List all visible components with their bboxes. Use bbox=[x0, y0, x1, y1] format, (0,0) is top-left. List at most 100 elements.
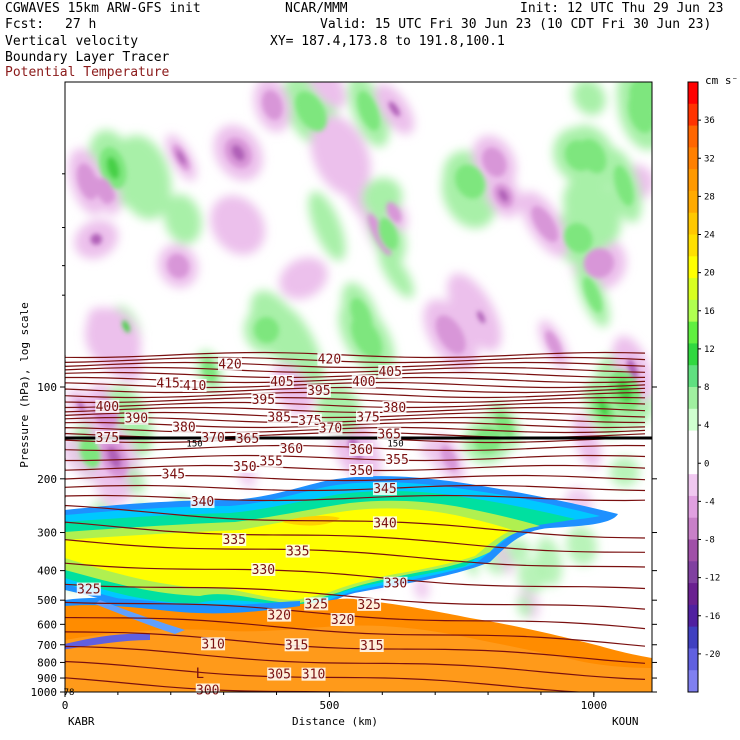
theta-contour bbox=[65, 494, 646, 502]
colorbar-swatch bbox=[688, 343, 698, 366]
theta-contour bbox=[65, 444, 646, 452]
field-potential-temperature: Potential Temperature bbox=[5, 65, 170, 80]
y-tick-label: 200 bbox=[37, 473, 57, 486]
colorbar-swatch bbox=[688, 82, 698, 105]
theta-label-bg bbox=[259, 454, 284, 468]
theta-label: 360 bbox=[349, 443, 372, 458]
theta-label-bg bbox=[251, 392, 276, 406]
theta-label-bg bbox=[306, 384, 331, 398]
colorbar-tick-label: 32 bbox=[704, 154, 715, 164]
y-tick-label: 1000 bbox=[31, 686, 58, 699]
velocity-blob-core bbox=[613, 165, 634, 206]
colorbar-swatch bbox=[688, 365, 698, 388]
theta-label: 355 bbox=[260, 455, 283, 470]
theta-label-bg bbox=[251, 562, 276, 576]
theta-contour bbox=[65, 391, 646, 399]
theta-label: 375 bbox=[96, 431, 119, 446]
valid-time: Valid: 15 UTC Fri 30 Jun 23 (10 CDT Fri … bbox=[320, 17, 712, 32]
theta-label-bg bbox=[297, 413, 322, 427]
theta-label-bg bbox=[377, 427, 402, 441]
theta-contour bbox=[65, 396, 646, 404]
y-tick-label: 800 bbox=[37, 656, 57, 669]
theta-label-bg bbox=[349, 442, 374, 456]
colorbar-swatch bbox=[688, 169, 698, 192]
colorbar-tick-label: -20 bbox=[704, 650, 720, 660]
colorbar-tick-label: 8 bbox=[704, 383, 709, 393]
theta-label: 330 bbox=[384, 577, 407, 592]
colorbar-tick-label: 20 bbox=[704, 269, 715, 279]
colorbar-swatch bbox=[688, 495, 698, 519]
theta-contour bbox=[65, 406, 646, 414]
theta-label: 345 bbox=[373, 482, 396, 497]
contour-annotation: 78 bbox=[64, 688, 75, 698]
velocity-blob-peak bbox=[231, 144, 245, 161]
theta-label-bg bbox=[318, 421, 343, 435]
theta-contour bbox=[65, 454, 646, 462]
theta-label-bg bbox=[171, 420, 196, 434]
theta-label: 375 bbox=[298, 414, 321, 429]
theta-label: 315 bbox=[285, 638, 308, 653]
fcst-value: 27 h bbox=[65, 17, 97, 32]
theta-label-bg bbox=[222, 533, 247, 547]
velocity-blob-core bbox=[474, 427, 502, 453]
velocity-blob-core bbox=[262, 90, 283, 120]
velocity-blob-core bbox=[578, 139, 607, 174]
theta-label-bg bbox=[356, 410, 381, 424]
velocity-blob-core bbox=[167, 254, 190, 279]
colorbar-tick-label: 16 bbox=[704, 307, 715, 317]
theta-label-bg bbox=[267, 667, 292, 681]
theta-label: 380 bbox=[383, 401, 406, 416]
theta-label: 315 bbox=[360, 639, 383, 654]
colorbar-swatch bbox=[688, 256, 698, 279]
velocity-blob bbox=[420, 436, 446, 461]
theta-contour bbox=[65, 616, 646, 647]
theta-contour bbox=[65, 484, 646, 492]
velocity-blob bbox=[447, 273, 502, 352]
theta-label: 350 bbox=[233, 460, 256, 475]
theta-label: 325 bbox=[304, 597, 327, 612]
theta-contour bbox=[65, 631, 646, 664]
theta-contour bbox=[65, 401, 646, 409]
theta-label-bg bbox=[269, 374, 294, 388]
theta-label: 400 bbox=[352, 375, 375, 390]
velocity-blob bbox=[310, 115, 371, 196]
theta-label-bg bbox=[382, 400, 407, 414]
potential-temperature-contours bbox=[65, 351, 646, 692]
colorbar-swatch bbox=[688, 648, 698, 671]
velocity-blob-peak bbox=[107, 446, 122, 469]
velocity-blob bbox=[572, 82, 606, 116]
theta-label: 405 bbox=[270, 375, 293, 390]
theta-label: 310 bbox=[201, 637, 224, 652]
x-tick-label: 500 bbox=[319, 699, 339, 712]
velocity-blob-peak bbox=[388, 101, 400, 117]
colorbar-tick-label: 4 bbox=[704, 421, 709, 431]
theta-label: 365 bbox=[236, 432, 259, 447]
theta-contour bbox=[65, 381, 646, 389]
theta-label: 370 bbox=[319, 422, 342, 437]
theta-contour bbox=[65, 677, 366, 692]
velocity-blob-core bbox=[455, 164, 485, 199]
theta-label: 340 bbox=[373, 516, 396, 531]
velocity-blob-core bbox=[440, 445, 458, 471]
theta-contour bbox=[65, 645, 646, 680]
theta-label-bg bbox=[232, 459, 257, 473]
theta-label-bg bbox=[357, 597, 382, 611]
theta-contour bbox=[65, 521, 646, 553]
theta-label: 340 bbox=[191, 495, 214, 510]
theta-contour bbox=[65, 464, 646, 472]
colorbar-unit: cm s⁻¹ bbox=[705, 74, 740, 87]
theta-contour bbox=[65, 376, 646, 384]
velocity-blob bbox=[210, 195, 266, 255]
x-axis-label: Distance (km) bbox=[292, 715, 378, 728]
theta-contour bbox=[65, 538, 646, 568]
theta-label: 345 bbox=[162, 467, 185, 482]
colorbar-tick-label: 36 bbox=[704, 116, 715, 126]
colorbar-swatch bbox=[688, 103, 698, 127]
theta-label-bg bbox=[156, 376, 181, 390]
fcst-label: Fcst: bbox=[5, 17, 45, 32]
colorbar-swatch bbox=[688, 561, 698, 584]
theta-label-bg bbox=[195, 683, 220, 697]
velocity-blob bbox=[308, 191, 346, 261]
contour-annotation: 150 bbox=[387, 439, 403, 449]
